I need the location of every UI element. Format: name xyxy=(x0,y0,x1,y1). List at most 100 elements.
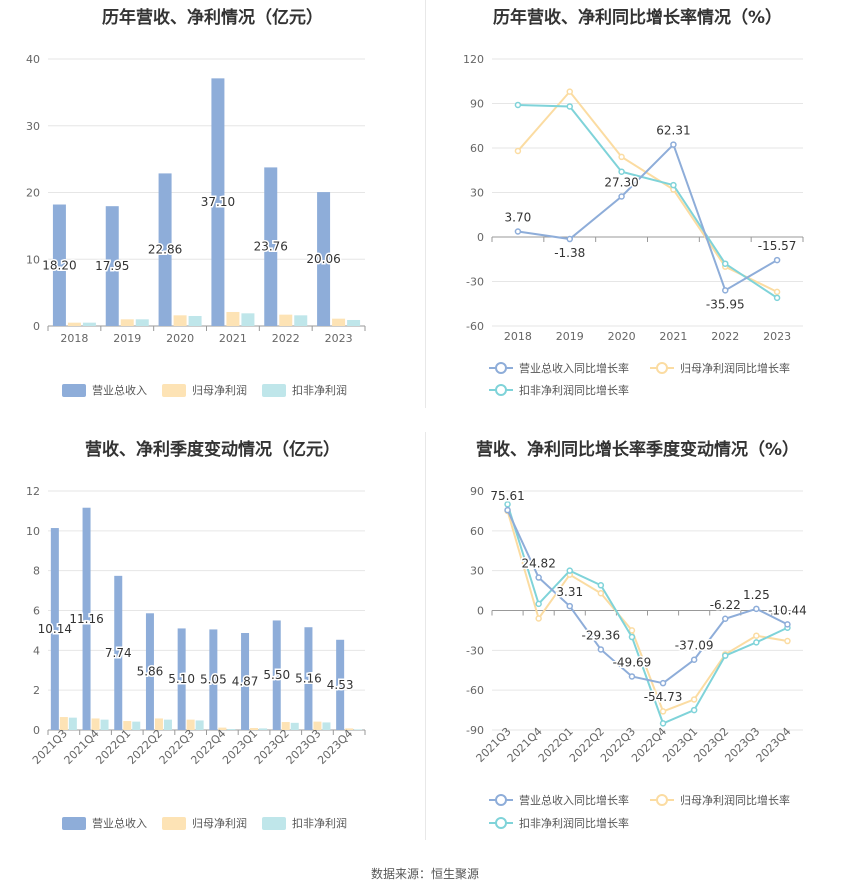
bar-net-profit xyxy=(173,315,187,326)
bar-net-profit xyxy=(123,721,132,730)
data-point xyxy=(514,228,522,235)
series-line xyxy=(517,90,778,293)
y-tick-label: 60 xyxy=(470,525,484,538)
data-label: -1.38 xyxy=(554,246,585,260)
bar-revenue xyxy=(114,575,123,730)
data-point xyxy=(535,600,542,608)
data-label: 5.10 xyxy=(168,672,195,686)
data-label: 5.16 xyxy=(295,672,322,686)
series-line xyxy=(506,510,788,713)
bar-net-profit xyxy=(186,719,195,730)
data-point xyxy=(566,602,573,610)
chart-title: 历年营收、净利同比增长率情况（%） xyxy=(492,8,783,28)
data-label: -6.22 xyxy=(710,598,741,612)
bar-net-profit xyxy=(281,722,290,730)
data-point xyxy=(773,294,781,302)
legend-label: 归母净利润同比增长率 xyxy=(680,361,790,375)
panel-annual-bar: 历年营收、净利情况（亿元） 0 10 20 30 40 18.20 17.95 22.86 37… xyxy=(0,0,425,425)
y-tick-label: 30 xyxy=(470,565,484,578)
bar-revenue xyxy=(272,620,281,730)
data-label: 18.20 xyxy=(42,258,76,272)
legend-marker xyxy=(495,817,507,829)
legend-label: 归母净利润 xyxy=(192,383,247,397)
y-tick-label: 0 xyxy=(33,724,40,737)
bar-revenue xyxy=(177,628,186,730)
annual-revenue-bar-chart: 0 10 20 30 40 18.20 17.95 22.86 37.10 23.76 20.06 2… xyxy=(26,53,366,397)
bar-net-profit xyxy=(250,728,259,730)
bar-deducted-profit xyxy=(347,319,361,326)
x-tick-label: 2018 xyxy=(60,332,88,345)
data-point xyxy=(597,582,605,589)
data-point xyxy=(659,720,667,727)
bar-net-profit xyxy=(91,718,100,730)
legend-marker xyxy=(656,794,668,806)
bar-deducted-profit xyxy=(290,722,299,730)
y-tick-label: -30 xyxy=(466,276,484,289)
data-label: 75.61 xyxy=(490,489,524,503)
y-tick-label: 90 xyxy=(470,98,484,111)
data-point xyxy=(535,574,542,581)
data-source: 数据来源：恒生聚源 xyxy=(370,867,479,881)
bar-net-profit xyxy=(332,318,346,326)
bar-net-profit xyxy=(345,728,354,730)
x-tick-label: 2018 xyxy=(504,330,532,343)
data-point xyxy=(659,679,667,687)
x-tick-label: 2021 xyxy=(219,332,247,345)
data-point xyxy=(722,615,729,623)
bar-net-profit xyxy=(279,314,293,326)
bar-revenue xyxy=(105,206,119,326)
legend-label: 扣非净利润同比增长率 xyxy=(519,816,629,830)
data-point xyxy=(722,260,729,267)
bar-revenue xyxy=(304,627,313,730)
bar-deducted-profit xyxy=(322,722,331,730)
y-tick-label: 20 xyxy=(26,187,40,200)
data-point xyxy=(618,193,625,200)
data-point xyxy=(753,639,760,646)
series-line xyxy=(506,509,788,685)
legend-swatch xyxy=(162,384,186,397)
bar-net-profit xyxy=(67,322,81,326)
data-point xyxy=(784,621,791,628)
panel-quarterly-bar: 营收、净利季度变动情况（亿元） 0 2 4 6 8 10 12 10.14 11.16 7.74 5… xyxy=(0,432,425,857)
y-tick-label: -60 xyxy=(466,320,484,333)
legend-marker xyxy=(495,362,507,374)
data-point xyxy=(514,147,522,155)
data-label: 22.86 xyxy=(148,243,182,257)
bar-deducted-profit xyxy=(227,729,236,730)
data-point xyxy=(722,652,729,659)
data-label: 10.14 xyxy=(38,622,72,636)
legend-label: 扣非净利润 xyxy=(292,816,347,830)
data-label: 20.06 xyxy=(306,252,340,266)
bar-revenue xyxy=(211,78,225,326)
panel-divider xyxy=(425,0,426,408)
data-label: -37.09 xyxy=(675,639,714,653)
data-label: 4.53 xyxy=(327,678,354,692)
data-label: 3.70 xyxy=(505,211,532,225)
data-label: 24.82 xyxy=(521,557,555,571)
y-tick-label: 60 xyxy=(470,142,484,155)
x-tick-label: 2023 xyxy=(325,332,353,345)
x-tick-label: 2021 xyxy=(659,330,687,343)
data-point xyxy=(504,506,511,514)
y-tick-label: 90 xyxy=(470,485,484,498)
y-tick-label: 10 xyxy=(26,253,40,266)
data-point xyxy=(773,288,781,296)
x-tick-label: 2020 xyxy=(166,332,194,345)
data-label: -49.69 xyxy=(613,655,652,669)
data-point xyxy=(722,287,729,294)
data-point xyxy=(514,101,522,109)
panel-divider xyxy=(425,432,426,840)
bar-revenue xyxy=(145,613,154,730)
bar-revenue xyxy=(50,528,59,730)
legend-label: 扣非净利润 xyxy=(292,383,347,397)
bar-revenue xyxy=(158,173,172,326)
data-point xyxy=(670,181,677,189)
data-point xyxy=(753,605,760,613)
y-tick-label: 6 xyxy=(33,605,40,618)
x-tick-label: 2019 xyxy=(556,330,584,343)
x-tick-label: 2020 xyxy=(608,330,636,343)
bar-revenue xyxy=(82,507,91,730)
bar-revenue xyxy=(317,192,331,326)
chart-title: 历年营收、净利情况（亿元） xyxy=(102,8,323,28)
bar-net-profit xyxy=(120,319,134,326)
